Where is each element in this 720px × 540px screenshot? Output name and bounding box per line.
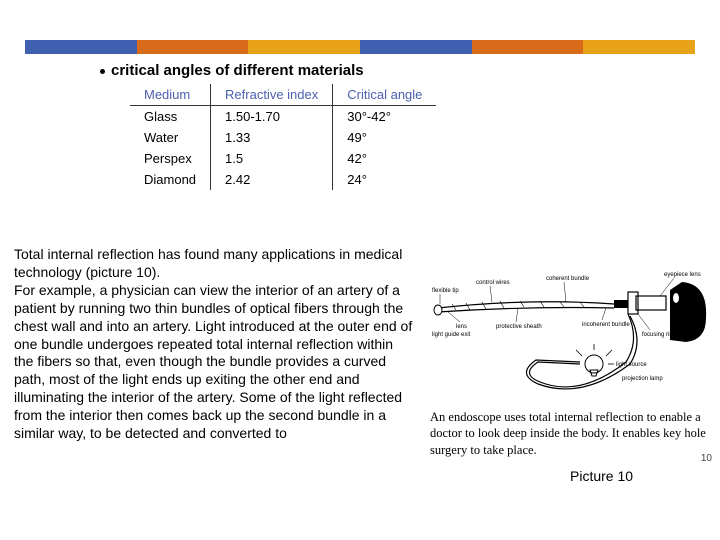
body-paragraph: Total internal reflection has found many… xyxy=(14,246,414,443)
table-cell: 1.33 xyxy=(211,127,333,148)
endoscope-diagram: flexible tip control wires coherent bund… xyxy=(430,270,708,400)
col-header: Refractive index xyxy=(211,84,333,106)
lbl-incoherent-bundle: incoherent bundle xyxy=(582,322,630,328)
table-cell: 24° xyxy=(333,169,437,190)
accent-seg xyxy=(25,40,137,54)
materials-table: Medium Refractive index Critical angle G… xyxy=(130,84,436,190)
table-row: Diamond2.4224° xyxy=(130,169,436,190)
table-cell: Water xyxy=(130,127,211,148)
lbl-control-wires: control wires xyxy=(476,280,510,286)
lbl-light-source: light source xyxy=(616,362,647,368)
lbl-coherent-bundle: coherent bundle xyxy=(546,276,590,282)
lbl-lens: lens xyxy=(456,324,467,330)
table-row: Perspex1.542° xyxy=(130,148,436,169)
table-cell: 30°-42° xyxy=(333,106,437,128)
table-cell: Perspex xyxy=(130,148,211,169)
table-cell: 2.42 xyxy=(211,169,333,190)
accent-seg xyxy=(583,40,695,54)
table-cell: 1.50-1.70 xyxy=(211,106,333,128)
endoscope-figure: flexible tip control wires coherent bund… xyxy=(430,270,708,458)
table-cell: Diamond xyxy=(130,169,211,190)
figure-caption: An endoscope uses total internal reflect… xyxy=(430,409,708,458)
table-cell: Glass xyxy=(130,106,211,128)
lbl-focusing-ring: focusing ring xyxy=(642,332,676,338)
table-cell: 49° xyxy=(333,127,437,148)
lbl-light-exit: light guide exit xyxy=(432,332,471,338)
lbl-protective-sheath: protective sheath xyxy=(496,324,542,330)
page-number: 10 xyxy=(701,453,712,464)
table-row: Glass1.50-1.7030°-42° xyxy=(130,106,436,128)
accent-seg xyxy=(472,40,584,54)
col-header: Critical angle xyxy=(333,84,437,106)
lbl-flexible-tip: flexible tip xyxy=(432,288,459,294)
lbl-projection-lamp: projection lamp xyxy=(622,376,663,382)
accent-seg xyxy=(360,40,472,54)
picture-label: Picture 10 xyxy=(570,468,633,484)
table-row: Water1.3349° xyxy=(130,127,436,148)
bullet-icon xyxy=(100,69,105,74)
lbl-eyepiece-lens: eyepiece lens xyxy=(664,272,701,278)
table-cell: 1.5 xyxy=(211,148,333,169)
table-cell: 42° xyxy=(333,148,437,169)
accent-seg xyxy=(248,40,360,54)
accent-seg xyxy=(137,40,249,54)
slide-title: critical angles of different materials xyxy=(100,62,364,79)
accent-bar xyxy=(25,40,695,54)
col-header: Medium xyxy=(130,84,211,106)
title-text: critical angles of different materials xyxy=(111,62,364,79)
